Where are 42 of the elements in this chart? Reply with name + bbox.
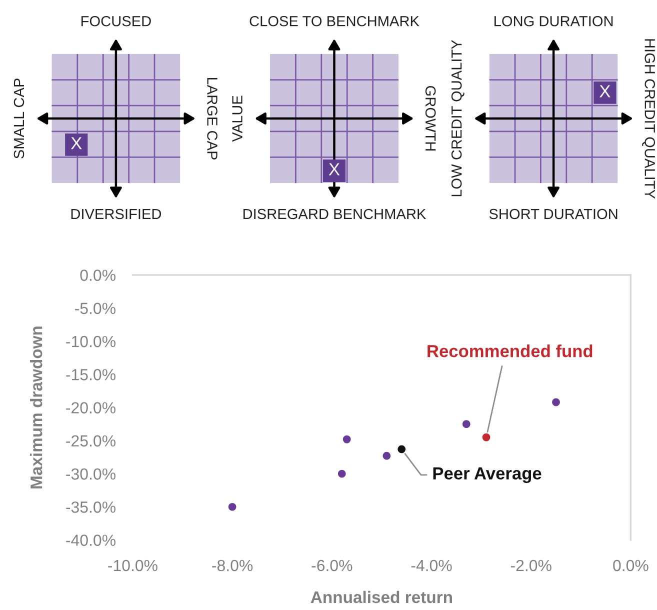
- text: CLOSE TO BENCHMARK: [250, 16, 420, 26]
- x-tick-label: -10.0%: [108, 560, 158, 572]
- text: X: [70, 137, 82, 150]
- point: [342, 435, 351, 444]
- y-tick-label: -15.0%: [66, 369, 116, 380]
- text: SHORT DURATION: [489, 208, 618, 220]
- text: GROWTH: [425, 86, 436, 151]
- y-tick-label: -30.0%: [66, 468, 116, 480]
- point: [552, 398, 560, 406]
- text: DIVERSIFIED: [71, 208, 162, 220]
- y-tick-label: -5.0%: [75, 302, 116, 314]
- x-tick-label: -4.0%: [411, 560, 452, 572]
- x-tick-label: -8.0%: [212, 560, 253, 572]
- x-tick-label: -2.0%: [510, 560, 552, 572]
- point: [382, 452, 391, 460]
- text: HIGH CREDIT QUALITY: [642, 39, 656, 199]
- point: [398, 445, 406, 454]
- text: LARGE CAP: [207, 78, 218, 160]
- text: LOW CREDIT QUALITY: [451, 40, 464, 196]
- x-tick-label: -6.0%: [312, 560, 352, 572]
- text: VALUE: [232, 96, 242, 142]
- text: FOCUSED: [81, 16, 151, 26]
- x-tick-label: 0.0%: [613, 560, 648, 572]
- y-tick-label: -20.0%: [66, 402, 116, 414]
- y-tick-label: 0.0%: [80, 270, 116, 281]
- text: X: [328, 163, 340, 176]
- text: SMALL CAP: [14, 78, 24, 158]
- series-label: Peer Average: [433, 467, 542, 484]
- text: Recommended fund: [428, 344, 592, 358]
- text: LONG DURATION: [494, 16, 613, 26]
- text: X: [600, 85, 610, 98]
- y-tick-label: -35.0%: [66, 502, 116, 513]
- point: [338, 470, 346, 478]
- point: [462, 420, 470, 428]
- y-axis-title: Maximum drawdown: [30, 326, 42, 488]
- y-tick-label: -40.0%: [66, 534, 116, 546]
- y-tick-label: -10.0%: [66, 336, 116, 348]
- y-tick-label: -25.0%: [66, 435, 116, 447]
- point: [482, 433, 490, 442]
- x-axis-title: Annualised return: [310, 590, 452, 604]
- point: [228, 502, 236, 511]
- text: DISREGARD BENCHMARK: [243, 208, 426, 220]
